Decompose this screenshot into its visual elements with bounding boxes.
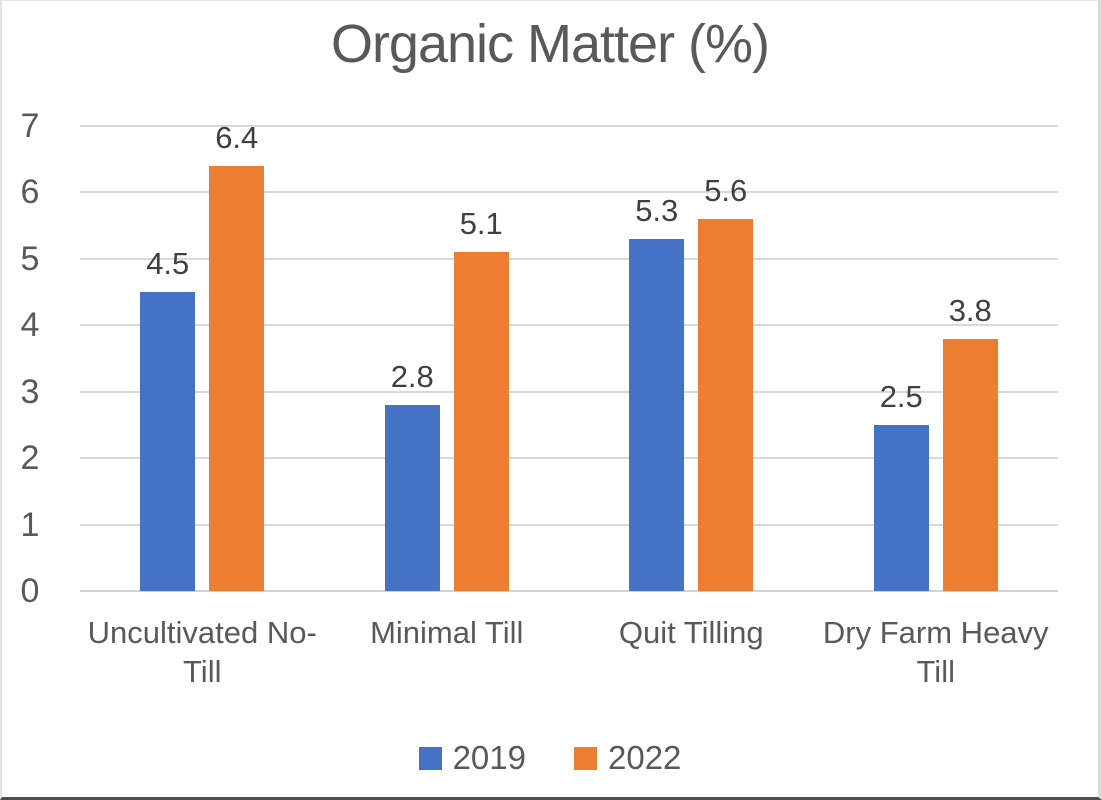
bar-2019 bbox=[629, 238, 685, 591]
bar-value-label: 6.4 bbox=[215, 119, 259, 155]
x-axis-line bbox=[80, 590, 1058, 592]
bar-group: 2.8 5.1 bbox=[325, 126, 570, 591]
bar-2019 bbox=[384, 405, 440, 591]
x-category-label: Quit Tilling bbox=[618, 615, 764, 650]
legend-label: 2019 bbox=[452, 739, 526, 776]
bar-value-label: 2.5 bbox=[879, 378, 923, 414]
legend-item-2022: 2022 bbox=[574, 739, 681, 777]
bar-2022 bbox=[698, 219, 754, 591]
bar-2022 bbox=[209, 165, 265, 591]
bar-value-label: 2.8 bbox=[390, 359, 434, 394]
y-tick-label: 3 bbox=[20, 372, 40, 411]
x-category-label: Uncultivated No-Till bbox=[87, 615, 317, 689]
y-tick-label: 4 bbox=[20, 306, 40, 345]
y-tick-label: 6 bbox=[20, 173, 40, 212]
gridline bbox=[80, 125, 1058, 127]
bar-value-label: 4.5 bbox=[146, 246, 190, 282]
legend-swatch-icon bbox=[418, 746, 442, 770]
bar-2019 bbox=[140, 292, 196, 591]
gridline bbox=[80, 390, 1058, 393]
bar-2022 bbox=[942, 338, 998, 591]
bar-value-label: 3.8 bbox=[948, 292, 992, 328]
legend-item-2019: 2019 bbox=[418, 739, 526, 777]
gridline bbox=[80, 324, 1058, 327]
y-tick-label: 2 bbox=[20, 439, 40, 478]
gridline bbox=[80, 523, 1058, 526]
chart-title: Organic Matter (%) bbox=[330, 14, 770, 74]
bar-group: 2.5 3.8 bbox=[814, 126, 1059, 591]
bar-2019 bbox=[873, 424, 929, 591]
gridline bbox=[80, 191, 1058, 194]
y-tick-label: 5 bbox=[20, 239, 40, 278]
gridline bbox=[80, 257, 1058, 260]
bar-group: 4.5 6.4 bbox=[80, 120, 325, 591]
x-category-label: Dry Farm Heavy Till bbox=[822, 615, 1049, 689]
legend-swatch-icon bbox=[574, 746, 597, 770]
gridline bbox=[80, 457, 1058, 460]
bar-value-label: 5.1 bbox=[459, 206, 503, 242]
y-tick-label: 1 bbox=[20, 505, 40, 544]
bar-2022 bbox=[453, 252, 509, 591]
plot-area: 0 1 2 3 4 5 6 7 4.5 6.4 Uncultivated No-Till 2.8 5.1… bbox=[21, 107, 1059, 689]
x-category-label: Minimal Till bbox=[370, 615, 524, 650]
bar-value-label: 5.3 bbox=[635, 192, 679, 228]
bar-group: 5.3 5.6 bbox=[569, 126, 814, 591]
legend: 2019 2022 bbox=[2, 739, 1098, 777]
bar-value-label: 5.6 bbox=[704, 173, 748, 208]
y-tick-label: 7 bbox=[20, 107, 40, 145]
y-tick-label: 0 bbox=[20, 572, 40, 610]
legend-label: 2022 bbox=[608, 739, 682, 776]
